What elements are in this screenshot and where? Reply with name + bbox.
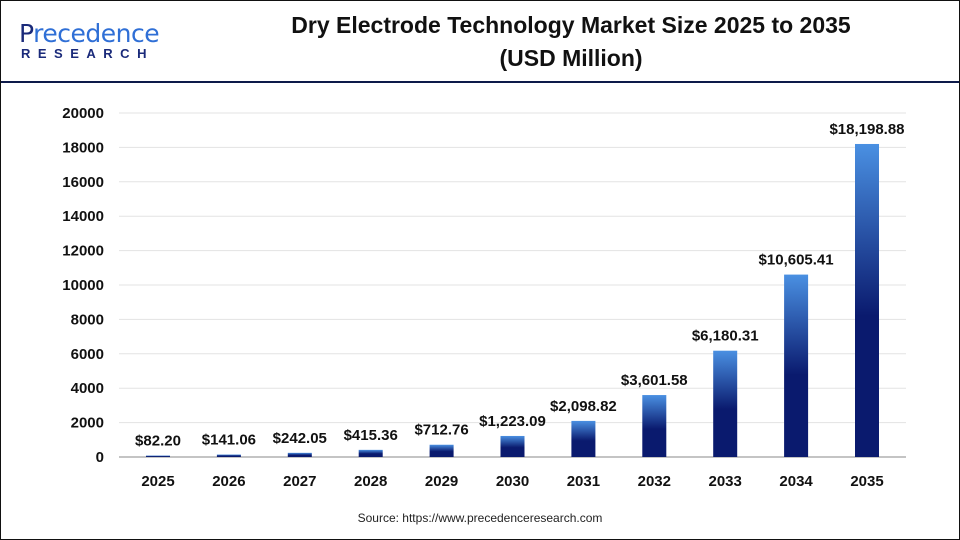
- bar-2035: [855, 143, 879, 458]
- title-line-1: Dry Electrode Technology Market Size 202…: [291, 12, 851, 38]
- data-label: $2,098.82: [550, 398, 617, 415]
- y-tick-label: 4000: [71, 380, 104, 397]
- logo-wordmark: recedence: [33, 19, 160, 48]
- y-tick-label: 8000: [71, 311, 104, 328]
- data-label: $1,223.09: [479, 413, 546, 430]
- x-tick-label: 2025: [141, 473, 174, 490]
- y-tick-label: 0: [96, 449, 104, 466]
- data-label: $712.76: [414, 422, 468, 439]
- x-tick-label: 2028: [354, 473, 387, 490]
- x-tick-label: 2034: [779, 473, 813, 490]
- data-label: $18,198.88: [829, 121, 904, 138]
- bar-2033: [713, 350, 738, 457]
- bar-2031: [571, 420, 596, 457]
- x-tick-label: 2032: [638, 473, 671, 490]
- bar-2027: [287, 452, 312, 457]
- data-label: $6,180.31: [692, 328, 759, 345]
- x-tick-label: 2033: [709, 473, 742, 490]
- y-tick-label: 18000: [62, 139, 104, 156]
- x-tick-label: 2031: [567, 473, 600, 490]
- chart-title: Dry Electrode Technology Market Size 202…: [221, 9, 921, 75]
- bar-2028: [358, 449, 383, 457]
- x-tick-label: 2035: [850, 473, 883, 490]
- data-label: $3,601.58: [621, 372, 688, 389]
- data-label: $10,605.41: [759, 252, 834, 269]
- y-tick-label: 20000: [62, 105, 104, 122]
- bar-2029: [429, 444, 454, 457]
- y-tick-label: 14000: [62, 208, 104, 225]
- y-tick-label: 10000: [62, 277, 104, 294]
- data-label: $82.20: [135, 433, 181, 450]
- x-tick-label: 2026: [212, 473, 245, 490]
- x-tick-label: 2029: [425, 473, 458, 490]
- y-tick-label: 6000: [71, 346, 104, 363]
- logo-subtitle: RESEARCH: [21, 46, 154, 61]
- bar-2026: [216, 454, 241, 457]
- title-line-2: (USD Million): [499, 45, 643, 71]
- logo: Precedence RESEARCH: [19, 19, 160, 61]
- source-note: Source: https://www.precedenceresearch.c…: [357, 511, 603, 525]
- data-label: $415.36: [344, 427, 398, 444]
- y-tick-label: 2000: [71, 415, 104, 432]
- data-label: $141.06: [202, 432, 256, 449]
- bar-2030: [500, 435, 525, 457]
- x-tick-label: 2027: [283, 473, 316, 490]
- y-tick-label: 16000: [62, 174, 104, 191]
- bar-2025: [146, 455, 170, 457]
- logo-initial: P: [19, 19, 34, 48]
- bar-2032: [642, 395, 667, 457]
- header-divider: [1, 81, 959, 83]
- x-tick-label: 2030: [496, 473, 529, 490]
- data-label: $242.05: [273, 430, 327, 447]
- y-tick-label: 12000: [62, 243, 104, 260]
- bar-2034: [784, 274, 809, 457]
